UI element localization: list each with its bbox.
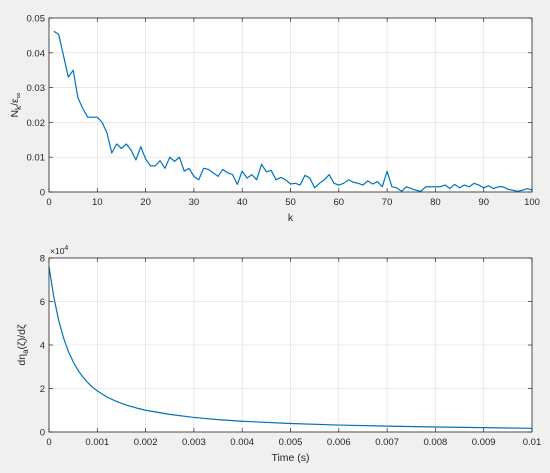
bottom-plot-x-tick-label: 0.007 [375,437,399,448]
bottom-plot-x-tick-label: 0.002 [134,437,158,448]
bottom-plot: 0 0.001 0.002 0.003 0.004 0.005 0.006 0.007 0.00… [16,245,541,464]
bottom-plot-y-exponent-base: ×10 [50,246,65,256]
bottom-plot-x-tick-label: 0.009 [472,437,496,448]
top-plot-y-tick-label: 0.05 [27,14,46,25]
bottom-plot-y-axis-label: dηa(ζ)/dζ [16,324,30,366]
bottom-plot-x-axis-label: Time (s) [271,452,309,464]
top-plot-y-tick-label: 0.03 [27,83,46,94]
top-plot-x-axis-label: k [288,212,294,224]
top-plot-x-tick-labels: 0 10 20 30 40 50 60 70 80 90 100 [46,197,540,208]
bottom-plot-y-tick-label: 2 [40,384,45,395]
top-plot-y-label-sep: / [9,103,21,106]
bottom-plot-y-exponent-power: 4 [64,245,68,252]
bottom-plot-ticks [48,257,533,433]
bottom-plot-y-label-pre: d [16,360,28,366]
top-plot-x-tick-label: 100 [524,197,540,208]
bottom-plot-y-tick-label: 0 [40,428,45,439]
bottom-plot-y-tick-label: 4 [40,341,45,352]
top-plot-x-tick-label: 70 [382,197,393,208]
bottom-plot-x-tick-label: 0.01 [523,437,542,448]
bottom-plot-x-tick-label: 0.001 [85,437,109,448]
top-plot: 0 10 20 30 40 50 60 70 80 90 100 0 0.01 0.02 0.03 0.04… [9,14,540,225]
top-plot-y-label-sub2: ∞ [14,92,23,98]
bottom-plot-series-line [48,266,533,429]
top-plot-x-tick-label: 30 [189,197,200,208]
top-plot-y-tick-label: 0.04 [27,48,46,59]
top-plot-y-tick-label: 0.01 [27,153,46,164]
bottom-plot-x-tick-label: 0.004 [230,437,254,448]
top-plot-y-axis-label: Nk/ε∞ [9,92,23,117]
bottom-plot-x-tick-label: 0.008 [424,437,448,448]
top-plot-x-tick-label: 60 [334,197,345,208]
top-plot-y-tick-label: 0 [40,188,45,199]
bottom-plot-y-label-eta: η [16,354,28,360]
top-plot-x-tick-label: 20 [140,197,151,208]
bottom-plot-y-tick-labels: 0 2 4 6 8 [40,254,45,439]
bottom-plot-x-tick-labels: 0 0.001 0.002 0.003 0.004 0.005 0.006 0.007 0.00… [46,437,541,448]
top-plot-x-tick-label: 50 [285,197,296,208]
bottom-plot-x-tick-label: 0.005 [279,437,303,448]
top-plot-y-tick-labels: 0 0.01 0.02 0.03 0.04 0.05 [27,14,46,199]
bottom-plot-y-tick-label: 6 [40,297,45,308]
top-plot-x-tick-label: 10 [92,197,103,208]
bottom-plot-x-tick-label: 0.006 [327,437,351,448]
top-plot-y-label-sym: ε [9,98,21,103]
bottom-plot-x-tick-label: 0 [46,437,51,448]
top-plot-series-line [53,30,533,192]
top-plot-y-label-main: N [9,110,21,118]
bottom-plot-y-tick-label: 8 [40,254,45,265]
top-plot-x-tick-label: 40 [237,197,248,208]
top-plot-y-label-sub1: k [14,105,23,110]
top-plot-x-tick-label: 90 [478,197,489,208]
top-plot-x-tick-label: 0 [46,197,51,208]
bottom-plot-x-tick-label: 0.003 [182,437,206,448]
bottom-plot-y-label-sub: a [21,349,30,354]
top-plot-x-tick-label: 80 [430,197,441,208]
top-plot-y-tick-label: 0.02 [27,118,46,129]
bottom-plot-y-label-rest: (ζ)/dζ [16,324,28,349]
top-plot-ticks [48,17,533,193]
bottom-plot-y-exponent: ×104 [50,245,68,256]
